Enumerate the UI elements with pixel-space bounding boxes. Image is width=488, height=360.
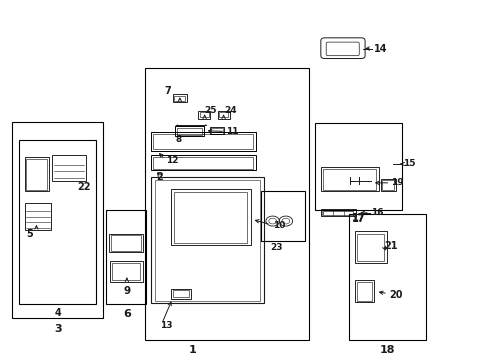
Bar: [355, 231, 386, 263]
Bar: [174, 96, 185, 101]
Bar: [153, 134, 253, 149]
Bar: [110, 261, 143, 282]
Text: 23: 23: [269, 243, 282, 252]
Bar: [109, 234, 143, 252]
Text: 18: 18: [378, 345, 394, 355]
Text: 21: 21: [384, 241, 397, 251]
Bar: [52, 155, 85, 181]
Bar: [357, 234, 383, 261]
Bar: [151, 155, 255, 170]
Bar: [111, 235, 141, 251]
Bar: [175, 126, 203, 136]
Bar: [380, 179, 395, 192]
Bar: [323, 169, 375, 190]
Bar: [210, 127, 224, 134]
Bar: [19, 140, 96, 304]
Text: 17: 17: [351, 212, 365, 222]
Bar: [357, 282, 371, 301]
Bar: [323, 211, 353, 215]
Text: 13: 13: [160, 321, 172, 330]
Bar: [217, 111, 229, 118]
Text: 16: 16: [370, 208, 383, 217]
Bar: [25, 203, 51, 230]
Bar: [153, 157, 253, 168]
Text: 20: 20: [388, 290, 402, 300]
Bar: [211, 128, 222, 134]
Bar: [145, 68, 308, 340]
Text: 17: 17: [351, 213, 365, 224]
Text: 19: 19: [390, 178, 403, 187]
Bar: [174, 192, 246, 243]
Bar: [26, 159, 46, 190]
Bar: [106, 210, 146, 304]
Text: 8: 8: [175, 135, 182, 144]
Bar: [348, 214, 425, 340]
Bar: [355, 280, 373, 302]
Text: 22: 22: [77, 182, 90, 192]
Text: 5: 5: [26, 229, 33, 239]
Bar: [170, 289, 191, 298]
Text: 14: 14: [373, 44, 386, 54]
Text: 11: 11: [225, 127, 238, 136]
Bar: [381, 180, 393, 190]
Bar: [112, 263, 140, 280]
Text: 24: 24: [224, 106, 236, 115]
Bar: [198, 111, 210, 118]
Bar: [321, 209, 356, 216]
Text: 9: 9: [123, 287, 130, 296]
Text: 1: 1: [188, 345, 196, 355]
Text: 12: 12: [165, 156, 178, 165]
Text: 25: 25: [204, 106, 217, 115]
Bar: [172, 290, 188, 297]
Bar: [151, 132, 255, 151]
Text: 7: 7: [164, 86, 171, 96]
Text: 10: 10: [272, 221, 285, 230]
Text: 6: 6: [122, 309, 130, 319]
Text: 4: 4: [54, 308, 61, 318]
Bar: [260, 191, 305, 242]
Bar: [219, 112, 227, 117]
Bar: [170, 189, 250, 245]
Bar: [321, 167, 378, 192]
Bar: [314, 123, 401, 210]
Text: 3: 3: [54, 324, 61, 334]
Bar: [12, 122, 103, 318]
Text: 15: 15: [402, 159, 415, 168]
Bar: [172, 94, 187, 102]
Text: 2: 2: [156, 172, 163, 182]
Bar: [177, 128, 201, 135]
Bar: [200, 112, 208, 117]
Bar: [25, 157, 49, 192]
